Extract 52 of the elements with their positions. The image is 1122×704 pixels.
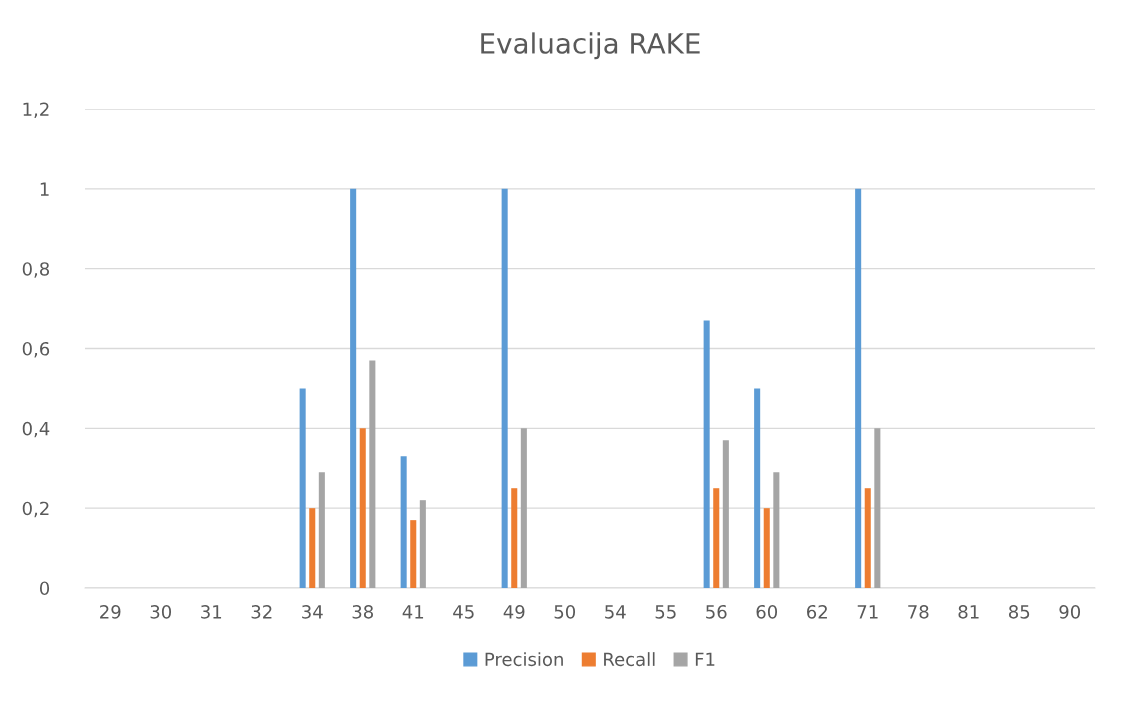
bar bbox=[350, 188, 357, 588]
x-tick-label: 50 bbox=[554, 604, 576, 619]
x-tick-label: 49 bbox=[503, 604, 525, 619]
bar bbox=[713, 488, 720, 588]
x-tick-label: 45 bbox=[453, 605, 474, 619]
bar bbox=[400, 456, 407, 588]
x-tick-label: 90 bbox=[1059, 604, 1081, 619]
x-tick-label: 78 bbox=[908, 604, 929, 619]
y-tick-label: 0,4 bbox=[22, 421, 50, 438]
y-tick-label: 0,6 bbox=[22, 341, 50, 358]
y-tick-label: 0,2 bbox=[22, 501, 49, 518]
bar bbox=[703, 320, 710, 588]
bar bbox=[299, 388, 306, 588]
x-tick-label: 71 bbox=[857, 605, 878, 619]
x-tick-label: 81 bbox=[958, 604, 979, 619]
x-tick-label: 30 bbox=[150, 604, 172, 619]
y-tick-label: 1,2 bbox=[23, 102, 49, 118]
bar bbox=[309, 508, 316, 588]
bar bbox=[410, 520, 417, 588]
bar bbox=[369, 360, 376, 588]
bar bbox=[318, 472, 325, 588]
bar bbox=[754, 388, 761, 588]
bar bbox=[773, 472, 780, 588]
x-tick-label: 85 bbox=[1008, 604, 1030, 619]
x-tick-label: 34 bbox=[302, 604, 323, 619]
y-tick-label: 0 bbox=[39, 581, 50, 596]
x-tick-label: 41 bbox=[402, 605, 424, 619]
bar bbox=[864, 488, 871, 588]
bar bbox=[419, 500, 426, 588]
bar bbox=[763, 508, 770, 588]
x-tick-label: 62 bbox=[807, 604, 827, 619]
bar bbox=[722, 440, 729, 588]
legend-label: Precision bbox=[485, 652, 563, 667]
x-tick-label: 60 bbox=[756, 604, 778, 619]
y-tick-label: 0,8 bbox=[22, 262, 50, 278]
x-tick-label: 29 bbox=[100, 604, 121, 619]
x-tick-label: 54 bbox=[605, 605, 626, 619]
bar bbox=[874, 428, 881, 588]
legend-label: Recall bbox=[604, 652, 655, 667]
x-tick-label: 32 bbox=[251, 604, 272, 619]
x-tick-label: 55 bbox=[655, 605, 676, 619]
bar bbox=[855, 188, 862, 588]
bar bbox=[501, 188, 508, 588]
bar bbox=[520, 428, 527, 588]
bar bbox=[359, 428, 366, 588]
y-tick-label: 1 bbox=[40, 182, 49, 196]
bar bbox=[511, 488, 518, 588]
legend-label: F1 bbox=[695, 652, 715, 666]
chart-title: Evaluacija RAKE bbox=[481, 32, 700, 60]
x-tick-label: 38 bbox=[352, 604, 373, 619]
x-tick-label: 56 bbox=[706, 604, 727, 619]
x-tick-label: 31 bbox=[201, 604, 222, 619]
